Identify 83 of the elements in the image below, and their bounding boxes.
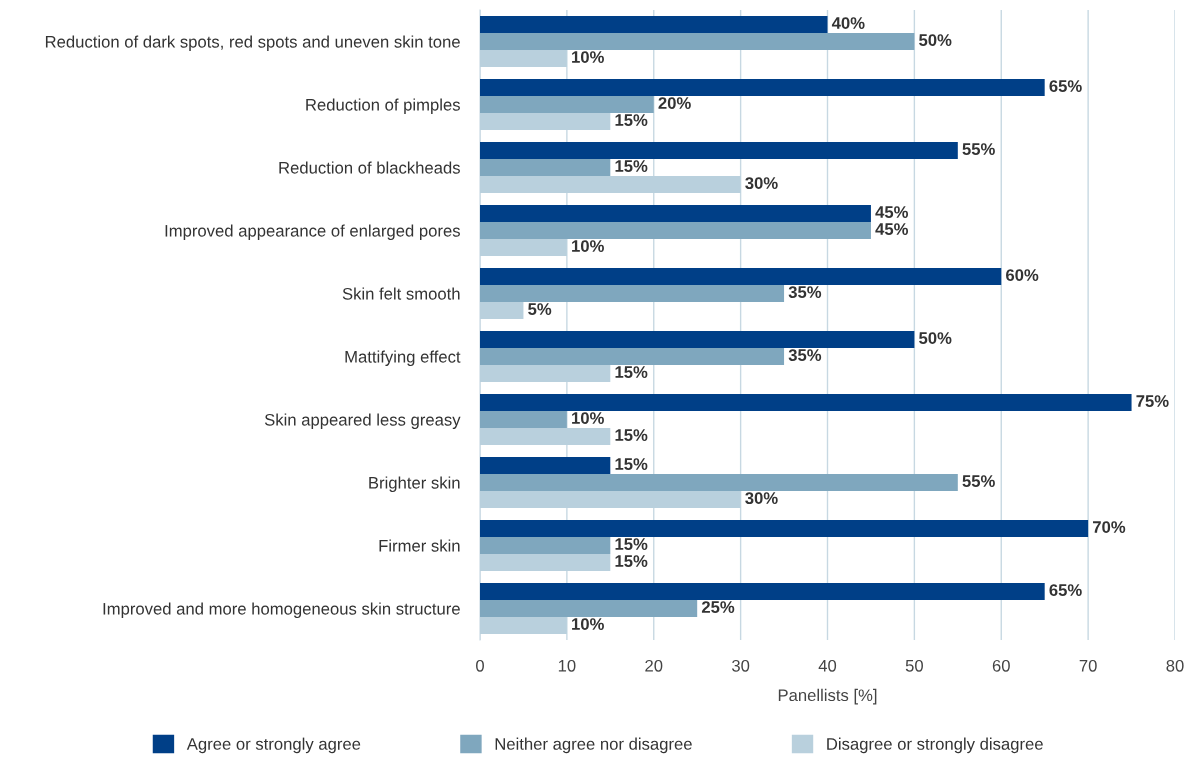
data-label: 15%: [615, 429, 648, 441]
bar: [480, 239, 567, 257]
bar: [480, 365, 611, 383]
y-tick-label: Reduction of pimples: [306, 98, 460, 114]
data-label: 10%: [572, 240, 604, 252]
bar: [480, 491, 741, 509]
x-tick-label: 80: [1166, 659, 1184, 672]
bar: [480, 267, 1002, 285]
x-tick-label: 50: [905, 659, 923, 672]
x-tick-label: 30: [731, 659, 750, 672]
data-label: 10%: [572, 618, 604, 630]
data-label: 30%: [745, 177, 778, 190]
data-label: 50%: [919, 34, 952, 46]
bar: [480, 141, 958, 159]
data-label: 15%: [615, 538, 648, 550]
bar: [480, 204, 871, 222]
x-axis-title: Panellists [%]: [778, 688, 877, 705]
bar: [480, 78, 1045, 96]
bar: [480, 50, 567, 68]
data-label: 15%: [615, 555, 648, 567]
data-label: 45%: [875, 223, 909, 235]
y-tick-label: Mattifying effect: [345, 350, 461, 366]
bar: [480, 582, 1045, 600]
bar: [480, 410, 567, 428]
bar: [480, 393, 1132, 411]
data-label: 15%: [615, 160, 648, 172]
bar: [480, 176, 741, 194]
bar: [480, 221, 871, 239]
x-tick-label: 70: [1079, 659, 1097, 672]
bar: [480, 32, 915, 50]
y-tick-label: Reduction of dark spots, red spots and uneven skin tone: [45, 35, 460, 51]
bar: [480, 617, 567, 635]
data-label: 15%: [615, 366, 648, 378]
data-label: 20%: [658, 97, 691, 109]
data-label: 45%: [875, 206, 909, 218]
y-tick-label: Skin felt smooth: [342, 287, 460, 300]
x-tick-label: 0: [476, 659, 484, 672]
bar: [480, 302, 524, 320]
x-tick-label: 60: [992, 659, 1010, 672]
data-label: 30%: [745, 492, 778, 505]
y-tick-label: Improved appearance of enlarged pores: [165, 224, 460, 240]
legend-label: Disagree or strongly disagree: [827, 737, 1043, 754]
y-tick-label: Skin appeared less greasy: [264, 413, 461, 429]
legend-label: Agree or strongly agree: [186, 737, 361, 754]
y-tick-label: Reduction of blackheads: [279, 161, 460, 174]
bar: [480, 95, 654, 113]
bar: [480, 15, 828, 33]
data-label: 35%: [788, 286, 822, 298]
data-label: 70%: [1093, 521, 1126, 533]
x-tick-label: 10: [558, 659, 576, 672]
data-label: 55%: [962, 143, 995, 155]
data-label: 65%: [1049, 584, 1082, 596]
data-label: 40%: [831, 17, 865, 29]
y-tick-label: Brighter skin: [369, 476, 460, 492]
bar: [480, 113, 611, 131]
data-label: 60%: [1006, 269, 1039, 281]
bar: [480, 330, 915, 348]
legend-label: Neither agree nor disagree: [495, 737, 692, 754]
data-label: 50%: [919, 332, 952, 344]
bar: [480, 519, 1089, 537]
bar: [480, 284, 785, 302]
data-label: 15%: [615, 458, 648, 470]
y-tick-label: Improved and more homogeneous skin structure: [103, 602, 460, 618]
data-label: 5%: [528, 303, 552, 315]
x-tick-label: 40: [818, 659, 837, 672]
bar: [480, 599, 698, 617]
bar: [480, 158, 611, 176]
data-label: 25%: [701, 601, 735, 613]
data-label: 15%: [615, 114, 648, 126]
data-label: 10%: [572, 51, 604, 63]
data-label: 65%: [1049, 80, 1082, 92]
bar: [480, 473, 958, 491]
x-tick-label: 20: [645, 659, 663, 672]
data-label: 75%: [1136, 395, 1169, 407]
y-tick-label: Firmer skin: [379, 539, 460, 552]
bar: [480, 456, 611, 474]
bar: [480, 536, 611, 554]
data-label: 55%: [962, 475, 995, 487]
data-label: 35%: [788, 349, 822, 361]
bar: [480, 554, 611, 572]
bar: [480, 428, 611, 446]
bar: [480, 347, 785, 365]
data-label: 10%: [572, 412, 604, 424]
